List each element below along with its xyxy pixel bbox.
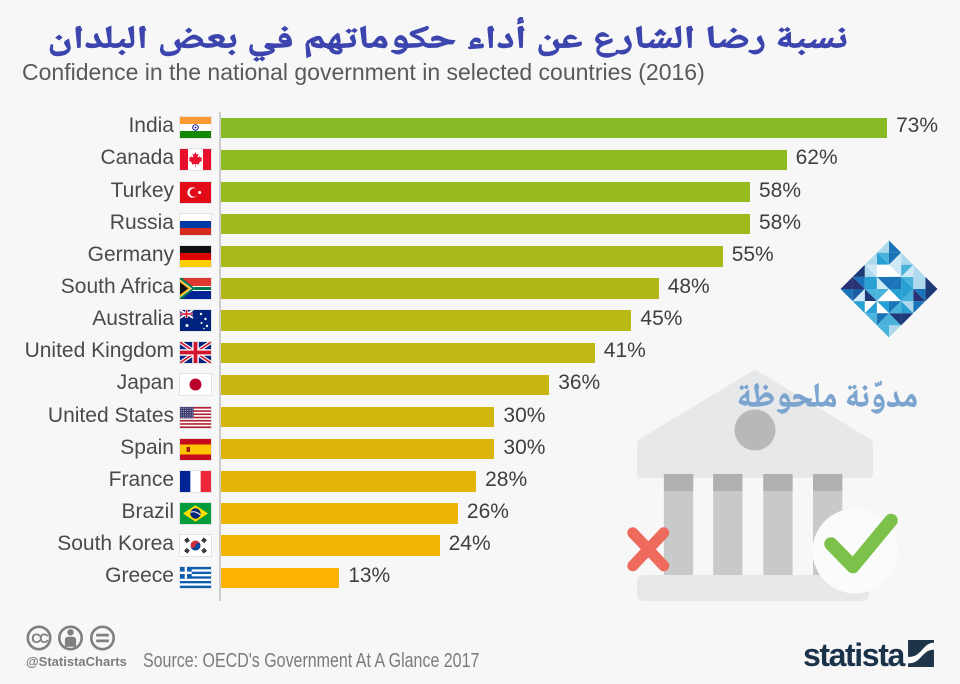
- svg-text:CC: CC: [31, 631, 49, 646]
